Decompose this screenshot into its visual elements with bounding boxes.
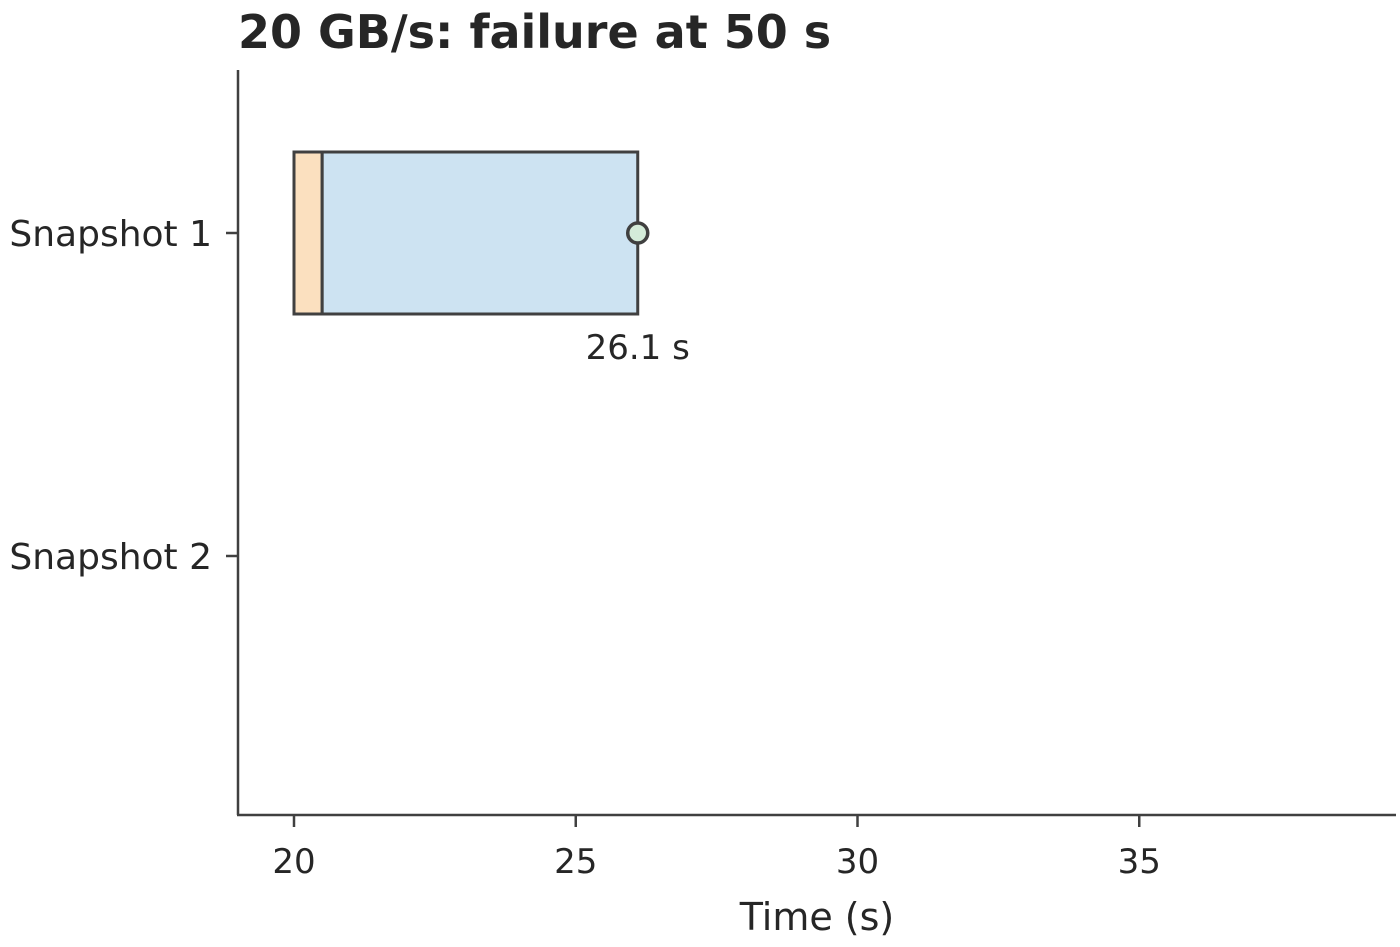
- x-tick-label-25: 25: [554, 842, 597, 882]
- plot-area: 26.1 s46.1 s: [292, 150, 690, 368]
- chart-title: 20 GB/s: failure at 50 s: [238, 5, 831, 59]
- completion-label-1: 26.1 s: [586, 328, 690, 368]
- x-tick-label-20: 20: [272, 842, 315, 882]
- x-tick-label-35: 35: [1118, 842, 1161, 882]
- transfer-bar-1: [320, 150, 640, 316]
- x-axis-label: Time (s): [739, 895, 895, 939]
- y-tick-label-1: Snapshot 1: [9, 214, 212, 255]
- x-tick-label-30: 30: [836, 842, 879, 882]
- y-tick-label-2: Snapshot 2: [9, 537, 212, 578]
- completion-marker-1: [625, 221, 650, 245]
- overhead-bar-1: [292, 150, 324, 316]
